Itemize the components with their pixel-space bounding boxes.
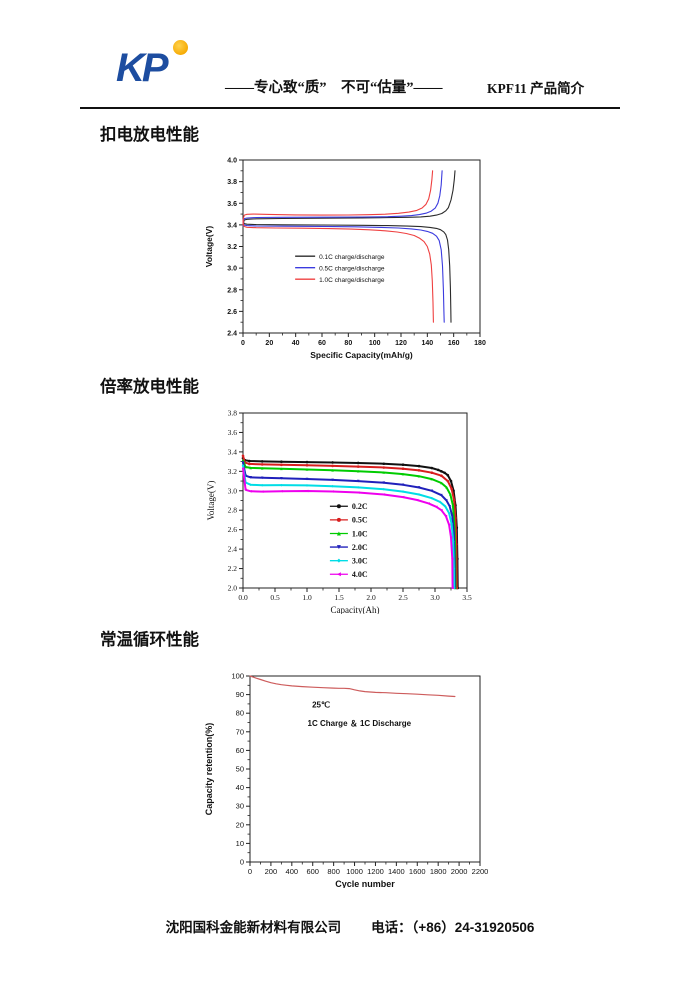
svg-text:2200: 2200	[472, 867, 489, 876]
svg-text:2.0: 2.0	[228, 584, 238, 593]
svg-text:3.2: 3.2	[227, 244, 237, 251]
svg-text:60: 60	[318, 340, 326, 347]
footer-company: 沈阳国科金能新材料有限公司	[165, 920, 342, 935]
svg-text:Cycle number: Cycle number	[335, 879, 395, 888]
svg-text:60: 60	[236, 746, 244, 755]
svg-text:1600: 1600	[409, 867, 426, 876]
cycle-performance-chart: 0 200 400 600 800 1000 1200 1400 1600 1800 2000 220…	[194, 660, 496, 889]
svg-text:1400: 1400	[388, 867, 405, 876]
svg-text:3.4: 3.4	[228, 447, 238, 456]
section-title-cycle-performance: 常温循环性能	[100, 631, 199, 649]
svg-text:140: 140	[421, 340, 433, 347]
svg-text:70: 70	[236, 727, 244, 736]
svg-text:160: 160	[448, 340, 460, 347]
svg-text:3.0: 3.0	[430, 593, 440, 602]
svg-text:600: 600	[306, 867, 319, 876]
svg-text:3.5: 3.5	[462, 593, 472, 602]
coin-cell-discharge-chart-svg: 0 20 40 60 80 100 120 140 160 180 2.4 2.6 2.8 3.0 3.2 3…	[204, 158, 486, 361]
svg-text:25℃: 25℃	[312, 701, 330, 710]
svg-text:1.0C: 1.0C	[352, 529, 368, 538]
svg-text:Capacity retention(%): Capacity retention(%)	[204, 723, 214, 816]
svg-text:3.8: 3.8	[227, 179, 237, 186]
svg-text:0: 0	[248, 867, 252, 876]
svg-text:2.2: 2.2	[228, 564, 238, 573]
svg-text:20: 20	[265, 340, 273, 347]
header-tagline: ——专心致“质” 不可“估量”——	[225, 80, 443, 96]
svg-text:3.6: 3.6	[227, 201, 237, 208]
svg-text:3.2: 3.2	[228, 467, 238, 476]
svg-text:800: 800	[327, 867, 340, 876]
section-title-coin-cell-discharge: 扣电放电性能	[100, 126, 199, 144]
svg-text:0: 0	[240, 858, 244, 867]
svg-text:0.5C charge/discharge: 0.5C charge/discharge	[319, 265, 385, 272]
document-title: KPF11 产品简介	[487, 81, 585, 96]
page-footer: 沈阳国科金能新材料有限公司 电话：（+86）24-31920506	[0, 916, 700, 936]
svg-text:0.5C: 0.5C	[352, 516, 368, 525]
svg-text:2.4: 2.4	[228, 545, 238, 554]
svg-text:1800: 1800	[430, 867, 447, 876]
svg-text:0.5: 0.5	[270, 593, 280, 602]
svg-text:2.0: 2.0	[366, 593, 376, 602]
svg-text:4.0: 4.0	[227, 158, 237, 165]
svg-text:3.0C: 3.0C	[352, 556, 368, 565]
cycle-performance-chart-svg: 0 200 400 600 800 1000 1200 1400 1600 1800 2000 220…	[204, 672, 489, 889]
svg-text:2.4: 2.4	[227, 331, 237, 338]
svg-text:90: 90	[236, 690, 244, 699]
svg-text:100: 100	[369, 340, 381, 347]
svg-text:80: 80	[236, 709, 244, 718]
svg-text:0: 0	[241, 340, 245, 347]
footer-phone: 电话：（+86）24-31920506	[371, 920, 535, 935]
kp-logo: KP	[116, 40, 194, 98]
svg-text:200: 200	[265, 867, 278, 876]
svg-text:2.5: 2.5	[398, 593, 408, 602]
svg-text:30: 30	[236, 802, 244, 811]
rate-discharge-chart: 0.0 0.5 1.0 1.5 2.0 2.5 3.0 3.5 2.0 2.2 2.4 2.6 2.8 3…	[206, 402, 496, 615]
svg-text:2.6: 2.6	[228, 525, 238, 534]
svg-text:2.6: 2.6	[227, 309, 237, 316]
svg-text:0.0: 0.0	[238, 593, 248, 602]
svg-text:3.0: 3.0	[228, 486, 238, 495]
svg-text:1.0: 1.0	[302, 593, 312, 602]
svg-text:180: 180	[474, 340, 486, 347]
svg-text:20: 20	[236, 820, 244, 829]
svg-text:3.4: 3.4	[227, 222, 237, 229]
svg-text:3.0: 3.0	[227, 266, 237, 273]
logo-sun-icon	[173, 40, 188, 55]
svg-text:Voltage(V): Voltage(V)	[206, 481, 216, 521]
svg-text:1000: 1000	[346, 867, 363, 876]
svg-text:400: 400	[286, 867, 299, 876]
svg-text:50: 50	[236, 765, 244, 774]
section-title-rate-discharge: 倍率放电性能	[100, 378, 199, 396]
coin-cell-discharge-chart: 0 20 40 60 80 100 120 140 160 180 2.4 2.6 2.8 3.0 3.2 3…	[198, 150, 490, 362]
svg-text:1.0C charge/discharge: 1.0C charge/discharge	[319, 277, 385, 284]
svg-text:100: 100	[231, 672, 244, 681]
svg-text:3.6: 3.6	[228, 428, 238, 437]
svg-text:Voltage(V): Voltage(V)	[204, 226, 214, 268]
svg-text:1C Charge ＆ 1C Discharge: 1C Charge ＆ 1C Discharge	[308, 719, 412, 728]
svg-text:2.8: 2.8	[227, 287, 237, 294]
svg-text:2.8: 2.8	[228, 506, 238, 515]
svg-text:1.5: 1.5	[334, 593, 344, 602]
svg-text:40: 40	[292, 340, 300, 347]
svg-text:40: 40	[236, 783, 244, 792]
svg-text:1200: 1200	[367, 867, 384, 876]
svg-text:3.8: 3.8	[228, 409, 238, 418]
svg-text:120: 120	[395, 340, 407, 347]
svg-text:2000: 2000	[451, 867, 468, 876]
rate-discharge-chart-svg: 0.0 0.5 1.0 1.5 2.0 2.5 3.0 3.5 2.0 2.2 2.4 2.6 2.8 3…	[206, 409, 472, 615]
kp-logo-text: KP	[116, 46, 169, 90]
svg-text:Capacity(Ah): Capacity(Ah)	[331, 605, 380, 614]
svg-text:2.0C: 2.0C	[352, 543, 368, 552]
svg-text:0.2C: 0.2C	[352, 502, 368, 511]
svg-text:4.0C: 4.0C	[352, 570, 368, 579]
svg-text:10: 10	[236, 839, 244, 848]
svg-text:80: 80	[344, 340, 352, 347]
svg-text:0.1C charge/discharge: 0.1C charge/discharge	[319, 254, 385, 261]
svg-text:Specific Capacity(mAh/g): Specific Capacity(mAh/g)	[310, 350, 413, 360]
header-divider	[80, 107, 620, 109]
